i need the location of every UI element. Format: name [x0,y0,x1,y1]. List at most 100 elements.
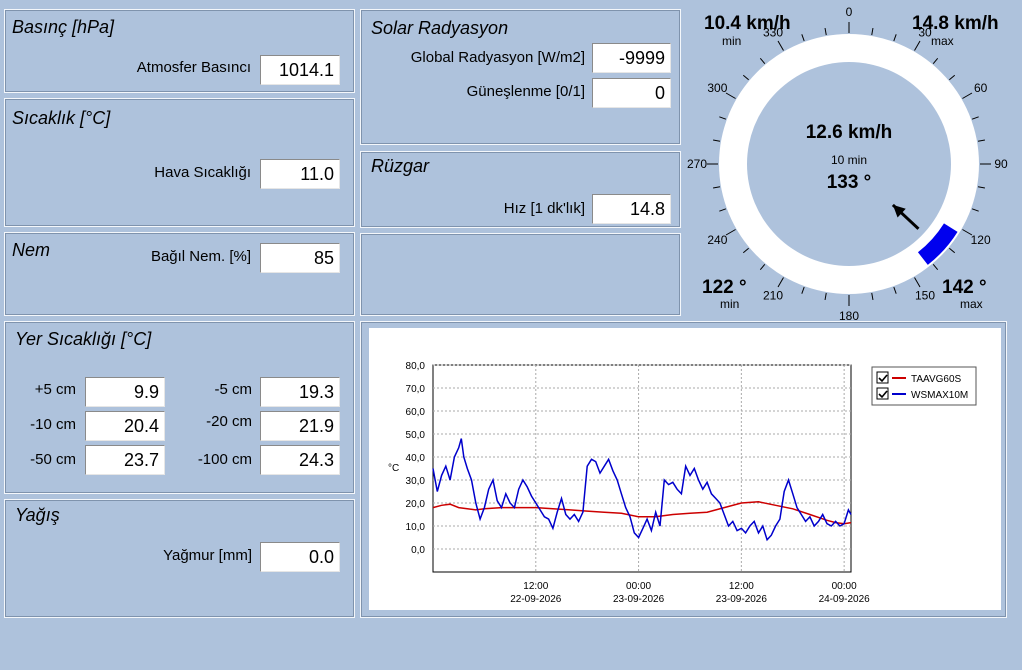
rain-title: Yağış [15,505,60,525]
legend-label: TAAVG60S [911,374,962,385]
compass-degree-label: 270 [687,157,707,171]
y-tick-label: 10,0 [406,522,426,533]
direction-range-sector [917,223,958,265]
compass-tick [949,74,956,81]
humidity-value: 85 [260,243,340,273]
series-line-TAAVG60S [432,501,852,525]
humidity-panel: Nem Bağıl Nem. [%] 85 [4,232,355,316]
temperature-title: Sıcaklık [°C] [12,108,111,128]
soil-label-minus20: -20 cm [206,413,252,430]
min-direction-value: 122 ° [702,277,747,298]
global-radiation-label: Global Radyasyon [W/m2] [410,49,585,66]
compass-tick [914,40,921,51]
center-speed-value: 12.6 km/h [805,122,893,143]
x-tick-time: 12:00 [729,581,754,592]
compass-dial: 0 30 60 90 120 150 180 210 240 270 300 330 [687,5,1008,323]
compass-degree-label: 90 [994,157,1008,171]
check-icon [878,390,888,399]
sunshine-label: Güneşlenme [0/1] [466,83,585,100]
x-tick-date: 22-09-2026 [510,594,562,605]
chart-grid [432,364,852,573]
x-tick-date: 23-09-2026 [716,594,768,605]
compass-degree-label: 330 [763,25,783,39]
legend-checkbox[interactable] [876,387,889,400]
min-speed-value: 10.4 km/h [704,13,791,34]
compass-degree-label: 0 [846,5,853,19]
compass-tick [977,186,985,189]
compass-tick [932,57,939,64]
max-speed-value: 14.8 km/h [912,13,999,34]
x-tick-time: 12:00 [523,581,548,592]
x-tick-time: 00:00 [832,581,857,592]
compass-ticks [707,22,991,306]
compass-tick [742,74,749,81]
soil-label-minus5: -5 cm [214,381,253,398]
compass-face [747,62,951,266]
compass-tick [759,264,766,271]
sunshine-value: 0 [592,78,671,108]
compass-tick [719,116,727,120]
max-speed-label: max [931,34,954,48]
wind-speed-value: 14.8 [592,194,671,224]
legend-box [871,366,977,406]
compass-tick [824,28,827,36]
soil-value-minus50: 23.7 [85,445,165,475]
soil-temperature-panel: Yer Sıcaklığı [°C] +5 cm 9.9 -5 cm 19.3 … [4,321,355,494]
legend-label: WSMAX10M [911,390,968,401]
soil-label-minus50: -50 cm [30,451,76,468]
temperature-panel: Sıcaklık [°C] Hava Sıcaklığı 11.0 [4,98,355,227]
y-tick-label: 60,0 [406,407,426,418]
compass-tick [893,34,897,42]
compass-tick [725,92,736,99]
min-direction-label: min [720,297,740,311]
center-period-label: 10 min [830,153,868,167]
compass-tick [871,28,874,36]
legend-checkbox[interactable] [876,371,889,384]
compass-tick [801,34,805,42]
chart-series [432,438,852,542]
rain-label: Yağmur [mm] [163,547,252,564]
max-direction-value: 142 ° [942,277,987,298]
y-tick-label: 40,0 [406,453,426,464]
wind-direction-arrow-icon [891,203,920,230]
soil-value-plus5: 9.9 [85,377,165,407]
pressure-label: Atmosfer Basıncı [136,59,251,76]
soil-title: Yer Sıcaklığı [°C] [15,329,152,349]
compass-tick [713,186,721,189]
soil-value-minus5: 19.3 [260,377,340,407]
humidity-label: Bağıl Nem. [%] [150,248,251,265]
solar-title: Solar Radyasyon [371,18,509,38]
empty-panel [360,233,681,316]
compass-degree-label: 300 [707,81,727,95]
y-tick-label: 30,0 [406,476,426,487]
compass-tick [777,277,784,288]
compass-tick [742,247,749,254]
compass-tick [713,139,721,142]
y-tick-label: 20,0 [406,499,426,510]
x-tick-time: 00:00 [626,581,651,592]
rain-value: 0.0 [260,542,340,572]
chart-area: 80,0 70,0 60,0 50,0 40,0 30,0 20,0 10,0 0,0 12:0… [369,328,1001,610]
compass-degree-labels: 0 30 60 90 120 150 180 210 240 270 300 330 [687,5,1008,323]
compass-tick [949,247,956,254]
chart-legend: TAAVG60S WSMAX10M [871,366,977,406]
solar-panel: Solar Radyasyon Global Radyasyon [W/m2] … [360,9,681,145]
soil-value-minus10: 20.4 [85,411,165,441]
series-line-WSMAX10M [432,438,852,542]
chart-y-ticks: 80,0 70,0 60,0 50,0 40,0 30,0 20,0 10,0 0,0 [406,361,426,556]
y-tick-label: 80,0 [406,361,426,372]
x-tick-date: 24-09-2026 [819,594,871,605]
chart-panel: 80,0 70,0 60,0 50,0 40,0 30,0 20,0 10,0 0,0 12:0… [360,321,1007,618]
compass-degree-label: 120 [971,233,991,247]
soil-label-minus10: -10 cm [30,416,76,433]
compass-degree-label: 180 [839,309,859,320]
compass-tick [977,139,985,142]
compass-degree-label: 60 [974,81,988,95]
chart-x-ticks: 12:00 22-09-2026 00:00 23-09-2026 12:00 23-09… [510,581,870,605]
compass-tick [777,40,784,51]
soil-value-minus20: 21.9 [260,411,340,441]
compass-degree-label: 150 [915,289,935,303]
soil-label-plus5: +5 cm [34,381,76,398]
check-icon [878,374,888,383]
wind-speed-label: Hız [1 dk'lık] [503,200,585,217]
